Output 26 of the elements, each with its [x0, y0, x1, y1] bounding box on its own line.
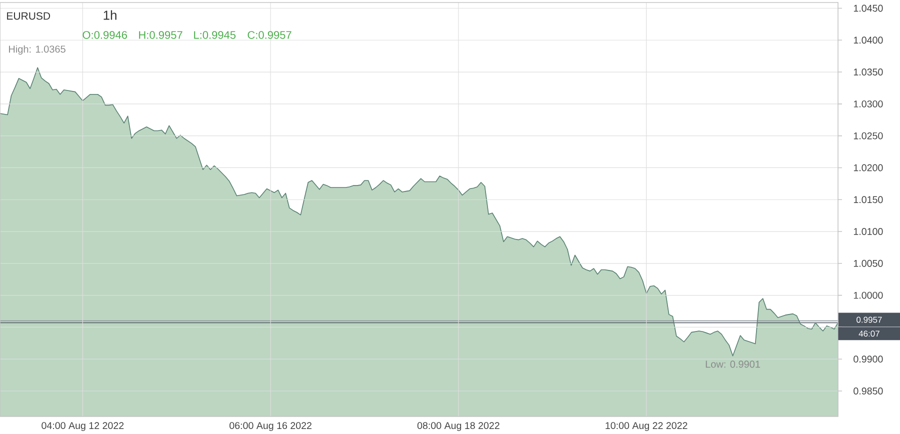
annotation: High: 1.0365: [9, 45, 66, 55]
y-tick-label: 1.0150: [854, 196, 883, 204]
y-tick-label: 1.0000: [854, 292, 883, 299]
text: EURUSD: [7, 12, 50, 20]
y-tick-label: 1.0200: [854, 164, 883, 172]
y-tick-label: 1.0050: [854, 260, 883, 267]
text: 46:07: [858, 330, 880, 337]
y-tick-label: 0.9850: [854, 388, 883, 394]
x-tick-label: 06:00 Aug 16 2022: [230, 422, 312, 431]
x-tick-label: 08:00 Aug 18 2022: [417, 422, 500, 431]
annotation: O:0.9946: [82, 31, 127, 39]
y-tick-label: 1.0250: [854, 132, 883, 140]
y-tick-label: 1.0300: [854, 100, 883, 108]
x-tick-label: 10:00 Aug 22 2022: [606, 422, 688, 431]
y-tick-label: 1.0100: [854, 228, 883, 235]
y-tick-label: 0.9900: [854, 356, 883, 363]
annotation: H:0.9957: [139, 31, 182, 39]
y-tick-label: 1.0450: [854, 4, 883, 12]
annotation: Low: 0.9901: [706, 360, 760, 368]
annotation: 1h: [104, 10, 116, 20]
y-tick-label: 1.0400: [854, 36, 883, 44]
annotation: L:0.9945: [194, 31, 236, 39]
y-tick-label: 1.0350: [854, 68, 883, 76]
ref-line-label: 0.9957: [856, 316, 882, 323]
annotation: C:0.9957: [248, 31, 292, 39]
x-tick-label: 04:00 Aug 12 2022: [42, 422, 124, 431]
